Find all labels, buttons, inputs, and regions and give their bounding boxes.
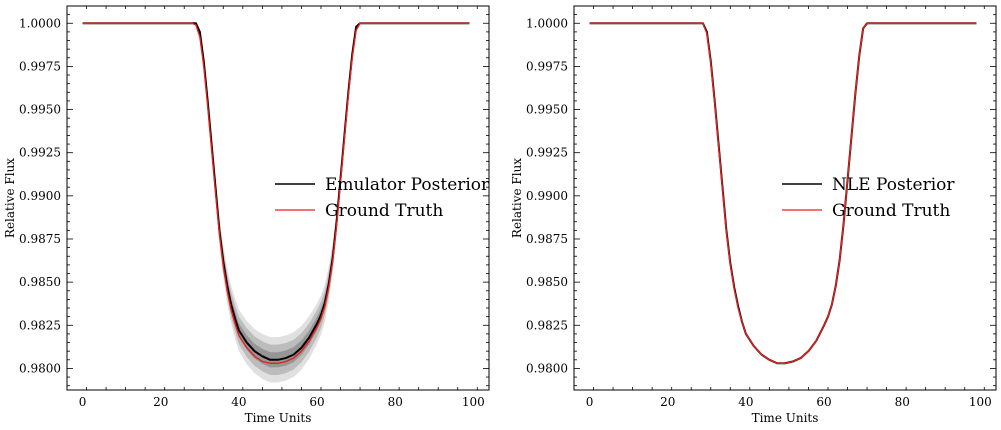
legend: Emulator Posterior Ground Truth xyxy=(275,175,490,221)
legend-label-posterior: NLE Posterior xyxy=(832,175,955,195)
y-tick-label: 0.9825 xyxy=(19,318,61,332)
x-tick-label: 100 xyxy=(462,395,485,409)
x-tick-label: 60 xyxy=(816,395,831,409)
x-tick-label: 0 xyxy=(586,395,594,409)
x-tick-label: 100 xyxy=(969,395,992,409)
legend-label-ground-truth: Ground Truth xyxy=(325,201,443,221)
legend: NLE Posterior Ground Truth xyxy=(782,175,955,221)
y-tick-label: 0.9850 xyxy=(526,275,568,289)
chart-panel-2: 0 20 40 60 80 100 0.9800 0.9825 0.9850 0.9875 0.99… xyxy=(510,5,997,425)
y-tick-label: 0.9875 xyxy=(19,232,61,246)
x-tick-label: 60 xyxy=(309,395,324,409)
plot-frame xyxy=(66,5,490,391)
y-tick-label: 0.9950 xyxy=(19,103,61,117)
y-tick-label: 0.9975 xyxy=(526,59,568,73)
y-tick-label: 0.9900 xyxy=(19,189,61,203)
y-tick-label: 0.9975 xyxy=(19,59,61,73)
y-tick-label: 1.0000 xyxy=(526,16,568,30)
chart-panel-1: 0 20 40 60 80 100 0.9800 0.9825 0.9850 0.9875 0.99… xyxy=(3,5,490,425)
y-tick-label: 0.9925 xyxy=(19,146,61,160)
x-tick-label: 20 xyxy=(660,395,675,409)
y-tick-label: 0.9875 xyxy=(526,232,568,246)
x-tick-label: 40 xyxy=(231,395,246,409)
y-tick-label: 0.9825 xyxy=(526,318,568,332)
y-tick-label: 0.9925 xyxy=(526,146,568,160)
y-tick-label: 1.0000 xyxy=(19,16,61,30)
y-tick-label: 0.9900 xyxy=(526,189,568,203)
plot-frame xyxy=(573,5,997,391)
y-axis-label: Relative Flux xyxy=(3,158,17,238)
legend-label-ground-truth: Ground Truth xyxy=(832,201,950,221)
x-axis-label: Time Units xyxy=(752,411,819,425)
posterior-spread-band xyxy=(82,23,470,375)
x-tick-label: 80 xyxy=(895,395,910,409)
x-axis-label: Time Units xyxy=(245,411,312,425)
y-tick-label: 0.9800 xyxy=(526,361,568,375)
y-tick-label: 0.9850 xyxy=(19,275,61,289)
series-line-ground-truth xyxy=(82,22,470,364)
x-tick-label: 0 xyxy=(79,395,87,409)
legend-label-posterior: Emulator Posterior xyxy=(325,175,490,195)
y-axis-label: Relative Flux xyxy=(510,158,524,238)
posterior-spread-band xyxy=(82,23,470,368)
x-tick-label: 80 xyxy=(388,395,403,409)
y-tick-label: 0.9800 xyxy=(19,361,61,375)
x-tick-label: 40 xyxy=(738,395,753,409)
y-tick-label: 0.9950 xyxy=(526,103,568,117)
x-tick-label: 20 xyxy=(153,395,168,409)
series-line-ground-truth xyxy=(589,22,977,364)
